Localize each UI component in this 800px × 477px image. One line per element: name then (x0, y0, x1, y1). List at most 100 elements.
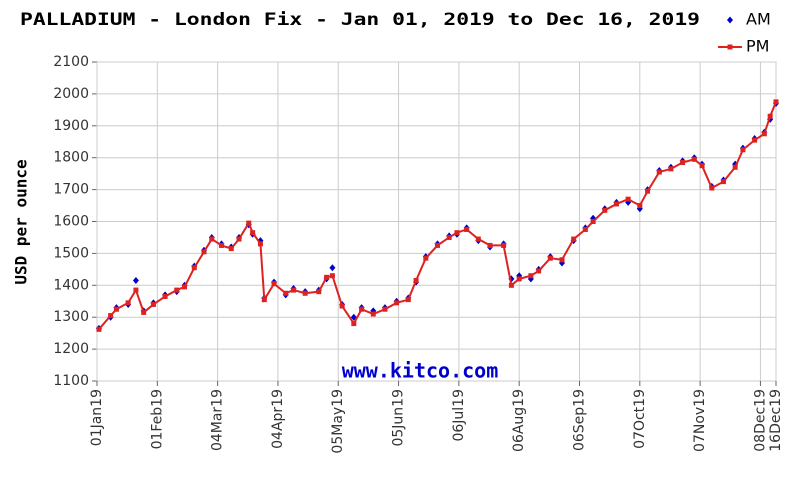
pm-marker (359, 306, 365, 312)
x-tick-label: 06Sep19 (571, 389, 587, 451)
pm-marker (547, 255, 553, 261)
pm-marker (656, 169, 662, 175)
pm-marker (709, 185, 715, 191)
pm-marker (454, 230, 460, 236)
pm-marker (133, 287, 139, 293)
pm-marker (720, 179, 726, 185)
pm-marker (536, 268, 542, 274)
pm-marker (219, 242, 225, 248)
pm-marker (125, 300, 131, 306)
pm-marker (324, 274, 330, 280)
am-marker (329, 264, 336, 272)
pm-marker (767, 113, 773, 119)
pm-marker (501, 242, 507, 248)
pm-marker (316, 289, 322, 295)
pm-marker (405, 297, 411, 303)
pm-marker (150, 301, 156, 307)
y-tick-label: 1300 (53, 309, 89, 325)
pm-marker (162, 293, 168, 299)
x-tick-label: 07Nov19 (692, 389, 708, 452)
x-tick-label: 05Jun19 (391, 389, 407, 447)
legend-label: PM (746, 37, 769, 56)
pm-marker (668, 166, 674, 172)
legend-label: AM (746, 10, 771, 29)
pm-marker (370, 311, 376, 317)
pm-marker (257, 241, 263, 247)
pm-marker (732, 164, 738, 170)
pm-marker (351, 321, 357, 327)
pm-marker (302, 290, 308, 296)
pm-marker (516, 276, 522, 282)
pm-marker (752, 137, 758, 143)
y-tick-label: 1600 (53, 214, 89, 230)
y-tick-label: 1900 (53, 118, 89, 134)
x-tick-label: 16Dec19 (768, 389, 784, 452)
y-tick-label: 1700 (53, 182, 89, 198)
pm-marker (559, 257, 565, 263)
x-tick-label: 01Jan19 (89, 389, 105, 446)
pm-marker (773, 99, 779, 105)
pm-marker (291, 287, 297, 293)
pm-marker (637, 203, 643, 209)
y-tick-label: 1500 (53, 245, 89, 261)
pm-marker (464, 226, 470, 232)
pm-marker (602, 207, 608, 213)
x-tick-label: 04Apr19 (270, 389, 286, 449)
pm-marker (645, 188, 651, 194)
y-tick-label: 2100 (53, 54, 89, 70)
pm-marker (699, 163, 705, 169)
pm-marker (475, 236, 481, 242)
pm-marker (446, 234, 452, 240)
pm-marker (625, 196, 631, 202)
pm-marker (246, 220, 252, 226)
chart-title: PALLADIUM - London Fix - Jan 01, 2019 to… (20, 10, 700, 30)
pm-marker (394, 300, 400, 306)
pm-marker (191, 265, 197, 271)
pm-marker (761, 131, 767, 137)
pm-marker (182, 284, 188, 290)
pm-marker (571, 236, 577, 242)
x-tick-label: 06Aug19 (511, 389, 527, 452)
pm-marker (261, 297, 267, 303)
pm-marker (740, 147, 746, 153)
x-tick-label: 08Dec19 (752, 389, 768, 452)
legend-marker (727, 16, 733, 24)
pm-marker (174, 287, 180, 293)
pm-marker (487, 242, 493, 248)
pm-marker (283, 290, 289, 296)
pm-marker (508, 282, 514, 288)
pm-marker (590, 219, 596, 224)
pm-marker (236, 236, 242, 242)
y-tick-label: 1100 (53, 373, 89, 389)
pm-marker (434, 242, 440, 248)
y-tick-label: 2000 (53, 86, 89, 102)
am-marker (132, 277, 139, 285)
pm-marker (382, 306, 388, 312)
y-tick-label: 1200 (53, 341, 89, 357)
x-tick-label: 05May19 (330, 389, 346, 454)
pm-marker (250, 230, 256, 236)
pm-marker (113, 306, 119, 312)
pm-marker (413, 278, 419, 284)
pm-marker (96, 326, 102, 332)
y-tick-label: 1400 (53, 277, 89, 293)
watermark: www.kitco.com (342, 359, 499, 383)
x-tick-label: 07Oct19 (632, 389, 648, 449)
pm-marker (339, 303, 345, 309)
y-tick-label: 1800 (53, 150, 89, 166)
y-axis-label: USD per ounce (12, 159, 31, 284)
pm-marker (209, 236, 215, 242)
x-tick-label: 06Jul19 (451, 389, 467, 442)
pm-marker (680, 159, 686, 165)
pm-marker (528, 273, 534, 279)
pm-marker (108, 313, 114, 319)
pm-marker (691, 156, 697, 162)
pm-marker (582, 226, 588, 232)
x-tick-label: 01Feb19 (149, 389, 165, 449)
x-tick-label: 04Mar19 (210, 389, 226, 451)
pm-marker (141, 309, 147, 315)
pm-marker (271, 281, 277, 287)
pm-marker (613, 201, 619, 207)
